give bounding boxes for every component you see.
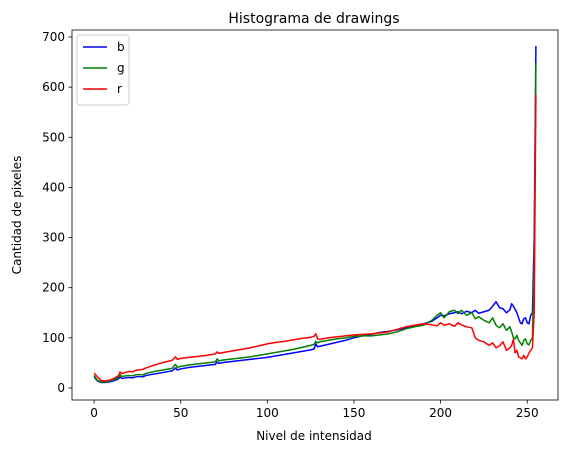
x-tick-label: 150 (343, 406, 366, 420)
chart-title: Histograma de drawings (228, 11, 399, 27)
series-line-r (93, 94, 537, 382)
y-tick-label: 0 (57, 381, 65, 395)
x-tick-label: 200 (429, 406, 452, 420)
y-axis: 0 100 200 300 400 500 600 700 (42, 30, 72, 395)
legend-box (76, 34, 130, 106)
y-tick-label: 500 (42, 130, 65, 144)
x-tick-label: 250 (516, 406, 539, 420)
x-tick-label: 50 (173, 406, 188, 420)
y-tick-label: 700 (42, 30, 65, 44)
y-axis-label: Cantidad de pixeles (10, 156, 24, 275)
y-tick-label: 100 (42, 331, 65, 345)
y-tick-label: 600 (42, 80, 65, 94)
series-layer (93, 46, 537, 384)
plot-area (71, 29, 559, 401)
x-axis: 0 50 100 150 200 250 (90, 400, 539, 420)
y-tick-label: 300 (42, 231, 65, 245)
series-line-b (93, 46, 537, 384)
legend-label-r: r (117, 82, 122, 96)
series-line-g (93, 63, 537, 383)
plot-frame (71, 29, 559, 401)
x-axis-label: Nivel de intensidad (256, 429, 372, 443)
y-tick-label: 400 (42, 180, 65, 194)
y-tick-label: 200 (42, 281, 65, 295)
legend: bgr (76, 34, 130, 106)
legend-label-b: b (117, 40, 125, 54)
x-tick-label: 0 (90, 406, 98, 420)
x-tick-label: 100 (256, 406, 279, 420)
legend-label-g: g (117, 61, 125, 75)
